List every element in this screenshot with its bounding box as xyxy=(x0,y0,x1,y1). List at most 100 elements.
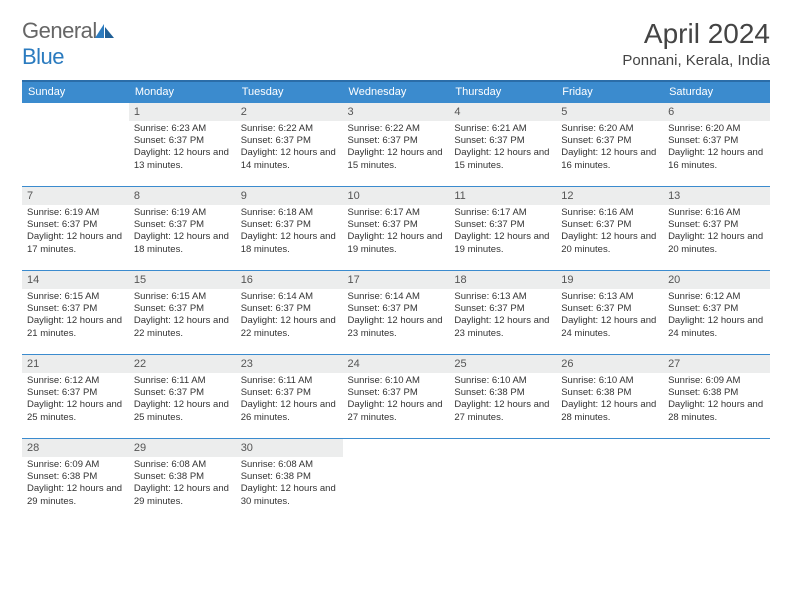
day-number: 23 xyxy=(236,355,343,373)
day-number: 30 xyxy=(236,439,343,457)
day-sunrise: Sunrise: 6:17 AM xyxy=(454,207,551,219)
calendar-cell: 22Sunrise: 6:11 AMSunset: 6:37 PMDayligh… xyxy=(129,355,236,439)
day-number: 17 xyxy=(343,271,450,289)
calendar-cell xyxy=(343,439,450,523)
day-sunset: Sunset: 6:37 PM xyxy=(134,303,231,315)
day-sunrise: Sunrise: 6:08 AM xyxy=(241,459,338,471)
day-daylight: Daylight: 12 hours and 23 minutes. xyxy=(454,315,551,339)
day-body: Sunrise: 6:12 AMSunset: 6:37 PMDaylight:… xyxy=(663,289,770,344)
day-body xyxy=(663,457,770,463)
calendar-page: GeneralBlue April 2024 Ponnani, Kerala, … xyxy=(0,0,792,541)
day-daylight: Daylight: 12 hours and 15 minutes. xyxy=(454,147,551,171)
day-sunset: Sunset: 6:37 PM xyxy=(668,219,765,231)
sail-icon xyxy=(95,18,115,32)
day-sunset: Sunset: 6:38 PM xyxy=(134,471,231,483)
day-body: Sunrise: 6:19 AMSunset: 6:37 PMDaylight:… xyxy=(129,205,236,260)
calendar-cell xyxy=(663,439,770,523)
day-daylight: Daylight: 12 hours and 25 minutes. xyxy=(27,399,124,423)
day-sunset: Sunset: 6:37 PM xyxy=(241,219,338,231)
day-body: Sunrise: 6:22 AMSunset: 6:37 PMDaylight:… xyxy=(236,121,343,176)
day-daylight: Daylight: 12 hours and 21 minutes. xyxy=(27,315,124,339)
day-sunrise: Sunrise: 6:10 AM xyxy=(348,375,445,387)
day-sunrise: Sunrise: 6:17 AM xyxy=(348,207,445,219)
day-daylight: Daylight: 12 hours and 29 minutes. xyxy=(134,483,231,507)
day-sunset: Sunset: 6:37 PM xyxy=(241,387,338,399)
day-sunrise: Sunrise: 6:16 AM xyxy=(561,207,658,219)
day-daylight: Daylight: 12 hours and 18 minutes. xyxy=(241,231,338,255)
day-body: Sunrise: 6:13 AMSunset: 6:37 PMDaylight:… xyxy=(449,289,556,344)
day-number: 16 xyxy=(236,271,343,289)
day-number: 28 xyxy=(22,439,129,457)
dayhead-wednesday: Wednesday xyxy=(343,81,450,103)
calendar-cell: 16Sunrise: 6:14 AMSunset: 6:37 PMDayligh… xyxy=(236,271,343,355)
day-sunset: Sunset: 6:37 PM xyxy=(27,219,124,231)
dayhead-friday: Friday xyxy=(556,81,663,103)
calendar-cell: 15Sunrise: 6:15 AMSunset: 6:37 PMDayligh… xyxy=(129,271,236,355)
calendar-week-row: 7Sunrise: 6:19 AMSunset: 6:37 PMDaylight… xyxy=(22,187,770,271)
day-number: 9 xyxy=(236,187,343,205)
calendar-cell: 26Sunrise: 6:10 AMSunset: 6:38 PMDayligh… xyxy=(556,355,663,439)
day-daylight: Daylight: 12 hours and 17 minutes. xyxy=(27,231,124,255)
day-sunset: Sunset: 6:37 PM xyxy=(668,135,765,147)
day-sunrise: Sunrise: 6:20 AM xyxy=(561,123,658,135)
day-daylight: Daylight: 12 hours and 24 minutes. xyxy=(668,315,765,339)
day-number: 18 xyxy=(449,271,556,289)
day-sunset: Sunset: 6:37 PM xyxy=(454,303,551,315)
day-number: 7 xyxy=(22,187,129,205)
day-number: 12 xyxy=(556,187,663,205)
day-number: 13 xyxy=(663,187,770,205)
brand-logo: GeneralBlue xyxy=(22,18,115,70)
day-body: Sunrise: 6:10 AMSunset: 6:38 PMDaylight:… xyxy=(556,373,663,428)
day-sunrise: Sunrise: 6:19 AM xyxy=(134,207,231,219)
day-body: Sunrise: 6:20 AMSunset: 6:37 PMDaylight:… xyxy=(663,121,770,176)
day-sunset: Sunset: 6:37 PM xyxy=(348,303,445,315)
day-daylight: Daylight: 12 hours and 16 minutes. xyxy=(668,147,765,171)
day-number xyxy=(556,439,663,457)
day-number: 8 xyxy=(129,187,236,205)
day-sunrise: Sunrise: 6:20 AM xyxy=(668,123,765,135)
day-sunset: Sunset: 6:37 PM xyxy=(561,219,658,231)
day-sunset: Sunset: 6:38 PM xyxy=(241,471,338,483)
day-body: Sunrise: 6:12 AMSunset: 6:37 PMDaylight:… xyxy=(22,373,129,428)
calendar-cell: 6Sunrise: 6:20 AMSunset: 6:37 PMDaylight… xyxy=(663,103,770,187)
day-body: Sunrise: 6:16 AMSunset: 6:37 PMDaylight:… xyxy=(663,205,770,260)
day-number: 15 xyxy=(129,271,236,289)
day-number: 20 xyxy=(663,271,770,289)
location-text: Ponnani, Kerala, India xyxy=(622,52,770,69)
day-number xyxy=(449,439,556,457)
day-body: Sunrise: 6:09 AMSunset: 6:38 PMDaylight:… xyxy=(22,457,129,512)
day-sunrise: Sunrise: 6:10 AM xyxy=(561,375,658,387)
day-daylight: Daylight: 12 hours and 22 minutes. xyxy=(241,315,338,339)
day-number: 5 xyxy=(556,103,663,121)
day-body: Sunrise: 6:14 AMSunset: 6:37 PMDaylight:… xyxy=(236,289,343,344)
calendar-cell: 11Sunrise: 6:17 AMSunset: 6:37 PMDayligh… xyxy=(449,187,556,271)
calendar-cell: 8Sunrise: 6:19 AMSunset: 6:37 PMDaylight… xyxy=(129,187,236,271)
day-daylight: Daylight: 12 hours and 27 minutes. xyxy=(454,399,551,423)
day-body: Sunrise: 6:17 AMSunset: 6:37 PMDaylight:… xyxy=(449,205,556,260)
calendar-cell xyxy=(449,439,556,523)
day-daylight: Daylight: 12 hours and 19 minutes. xyxy=(348,231,445,255)
day-number: 21 xyxy=(22,355,129,373)
day-number: 25 xyxy=(449,355,556,373)
calendar-cell: 17Sunrise: 6:14 AMSunset: 6:37 PMDayligh… xyxy=(343,271,450,355)
calendar-cell: 24Sunrise: 6:10 AMSunset: 6:37 PMDayligh… xyxy=(343,355,450,439)
day-sunrise: Sunrise: 6:12 AM xyxy=(27,375,124,387)
day-sunrise: Sunrise: 6:11 AM xyxy=(134,375,231,387)
day-daylight: Daylight: 12 hours and 30 minutes. xyxy=(241,483,338,507)
day-body: Sunrise: 6:16 AMSunset: 6:37 PMDaylight:… xyxy=(556,205,663,260)
day-number: 11 xyxy=(449,187,556,205)
day-daylight: Daylight: 12 hours and 24 minutes. xyxy=(561,315,658,339)
calendar-cell: 18Sunrise: 6:13 AMSunset: 6:37 PMDayligh… xyxy=(449,271,556,355)
day-sunrise: Sunrise: 6:19 AM xyxy=(27,207,124,219)
day-body: Sunrise: 6:10 AMSunset: 6:37 PMDaylight:… xyxy=(343,373,450,428)
day-daylight: Daylight: 12 hours and 14 minutes. xyxy=(241,147,338,171)
day-sunrise: Sunrise: 6:11 AM xyxy=(241,375,338,387)
calendar-cell: 20Sunrise: 6:12 AMSunset: 6:37 PMDayligh… xyxy=(663,271,770,355)
day-body xyxy=(449,457,556,463)
day-number: 4 xyxy=(449,103,556,121)
calendar-cell: 30 Sunrise: 6:08 AMSunset: 6:38 PMDayligh… xyxy=(236,439,343,523)
day-number: 24 xyxy=(343,355,450,373)
day-header-row: Sunday Monday Tuesday Wednesday Thursday… xyxy=(22,81,770,103)
dayhead-thursday: Thursday xyxy=(449,81,556,103)
month-title: April 2024 xyxy=(622,18,770,50)
